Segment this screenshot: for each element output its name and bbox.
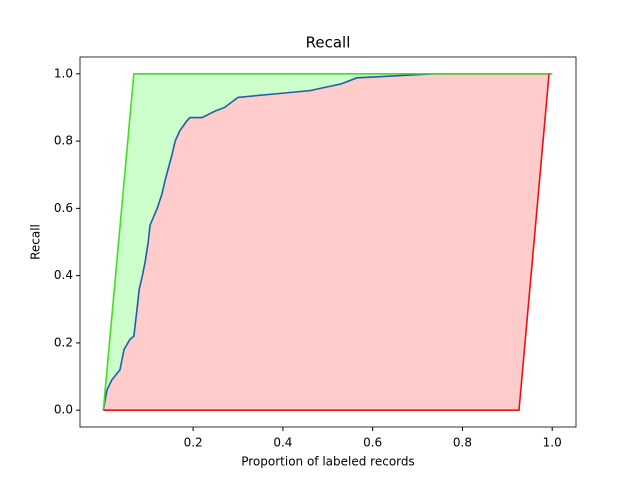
x-tick-label: 1.0 [543, 436, 562, 450]
y-tick-label: 0.0 [54, 403, 73, 417]
x-tick-label: 0.6 [363, 436, 382, 450]
x-axis-label: Proportion of labeled records [241, 455, 415, 469]
y-tick-label: 0.2 [54, 335, 73, 349]
series-line [102, 73, 553, 411]
y-tick-label: 0.6 [54, 201, 73, 215]
area-fill [103, 73, 553, 411]
y-tick-label: 0.4 [54, 268, 73, 282]
series-line [103, 73, 550, 411]
plot-frame [79, 56, 577, 428]
x-tick-label: 0.2 [184, 436, 203, 450]
y-tick-label: 1.0 [54, 66, 73, 80]
chart-title: Recall [306, 34, 351, 52]
x-tick-label: 0.8 [453, 436, 472, 450]
series-line [102, 73, 553, 411]
y-axis-label: Recall [29, 224, 43, 260]
y-tick-label: 0.8 [54, 134, 73, 148]
x-tick-label: 0.4 [273, 436, 292, 450]
